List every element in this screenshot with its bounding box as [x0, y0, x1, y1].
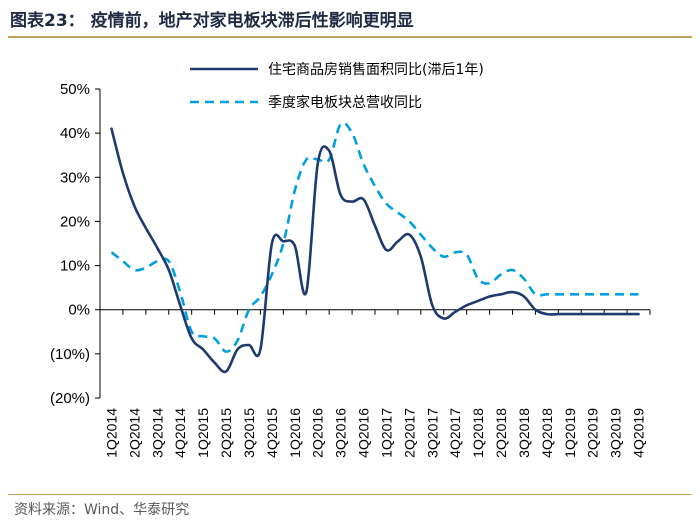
chart-title: 图表23： 疫情前，地产对家电板块滞后性影响更明显: [10, 11, 414, 31]
x-tick-label: 2Q2019: [585, 408, 601, 458]
x-tick-label: 2Q2017: [401, 408, 417, 458]
x-tick-label: 3Q2018: [516, 408, 532, 458]
y-tick-label: (20%): [50, 390, 90, 407]
x-tick-label: 1Q2018: [470, 408, 486, 458]
x-tick-label: 1Q2017: [378, 408, 394, 458]
y-tick-label: 40%: [60, 125, 90, 142]
x-tick-label: 1Q2019: [562, 408, 578, 458]
y-tick-label: 30%: [60, 169, 90, 186]
source-note: 资料来源：Wind、华泰研究: [14, 502, 190, 518]
series-line-housing-sales: [110, 127, 640, 374]
x-tick-label: 3Q2015: [241, 408, 257, 458]
y-tick-label: 20%: [60, 213, 90, 230]
legend-label-appliance-revenue: 季度家电板块总营收同比: [268, 94, 422, 111]
x-tick-label: 3Q2016: [333, 408, 349, 458]
x-tick-label: 4Q2015: [264, 408, 280, 458]
x-tick-label: 2Q2018: [493, 408, 509, 458]
y-tick-label: 50%: [60, 81, 90, 98]
title-divider: [8, 36, 692, 38]
y-tick-label: 10%: [60, 258, 90, 275]
x-tick-label: 3Q2017: [424, 408, 440, 458]
x-tick-label: 2Q2016: [310, 408, 326, 458]
legend-label-housing-sales: 住宅商品房销售面积同比(滞后1年): [268, 62, 484, 78]
x-tick-label: 4Q2017: [447, 408, 463, 458]
x-tick-label: 4Q2018: [539, 408, 555, 458]
x-tick-label: 4Q2014: [172, 408, 188, 458]
y-tick-label: (10%): [50, 346, 90, 363]
x-tick-label: 4Q2019: [631, 408, 647, 458]
x-tick-label: 3Q2014: [149, 408, 165, 458]
source-divider: [8, 494, 692, 495]
series-line-appliance-revenue: [110, 121, 639, 353]
x-tick-label: 1Q2016: [287, 408, 303, 458]
x-tick-label: 2Q2014: [126, 408, 142, 458]
x-tick-label: 3Q2019: [608, 408, 624, 458]
x-tick-label: 2Q2015: [218, 408, 234, 458]
y-tick-label: 0%: [68, 302, 90, 319]
x-tick-label: 4Q2016: [356, 408, 372, 458]
x-tick-label: 1Q2015: [195, 408, 211, 458]
x-tick-label: 1Q2014: [103, 408, 119, 458]
